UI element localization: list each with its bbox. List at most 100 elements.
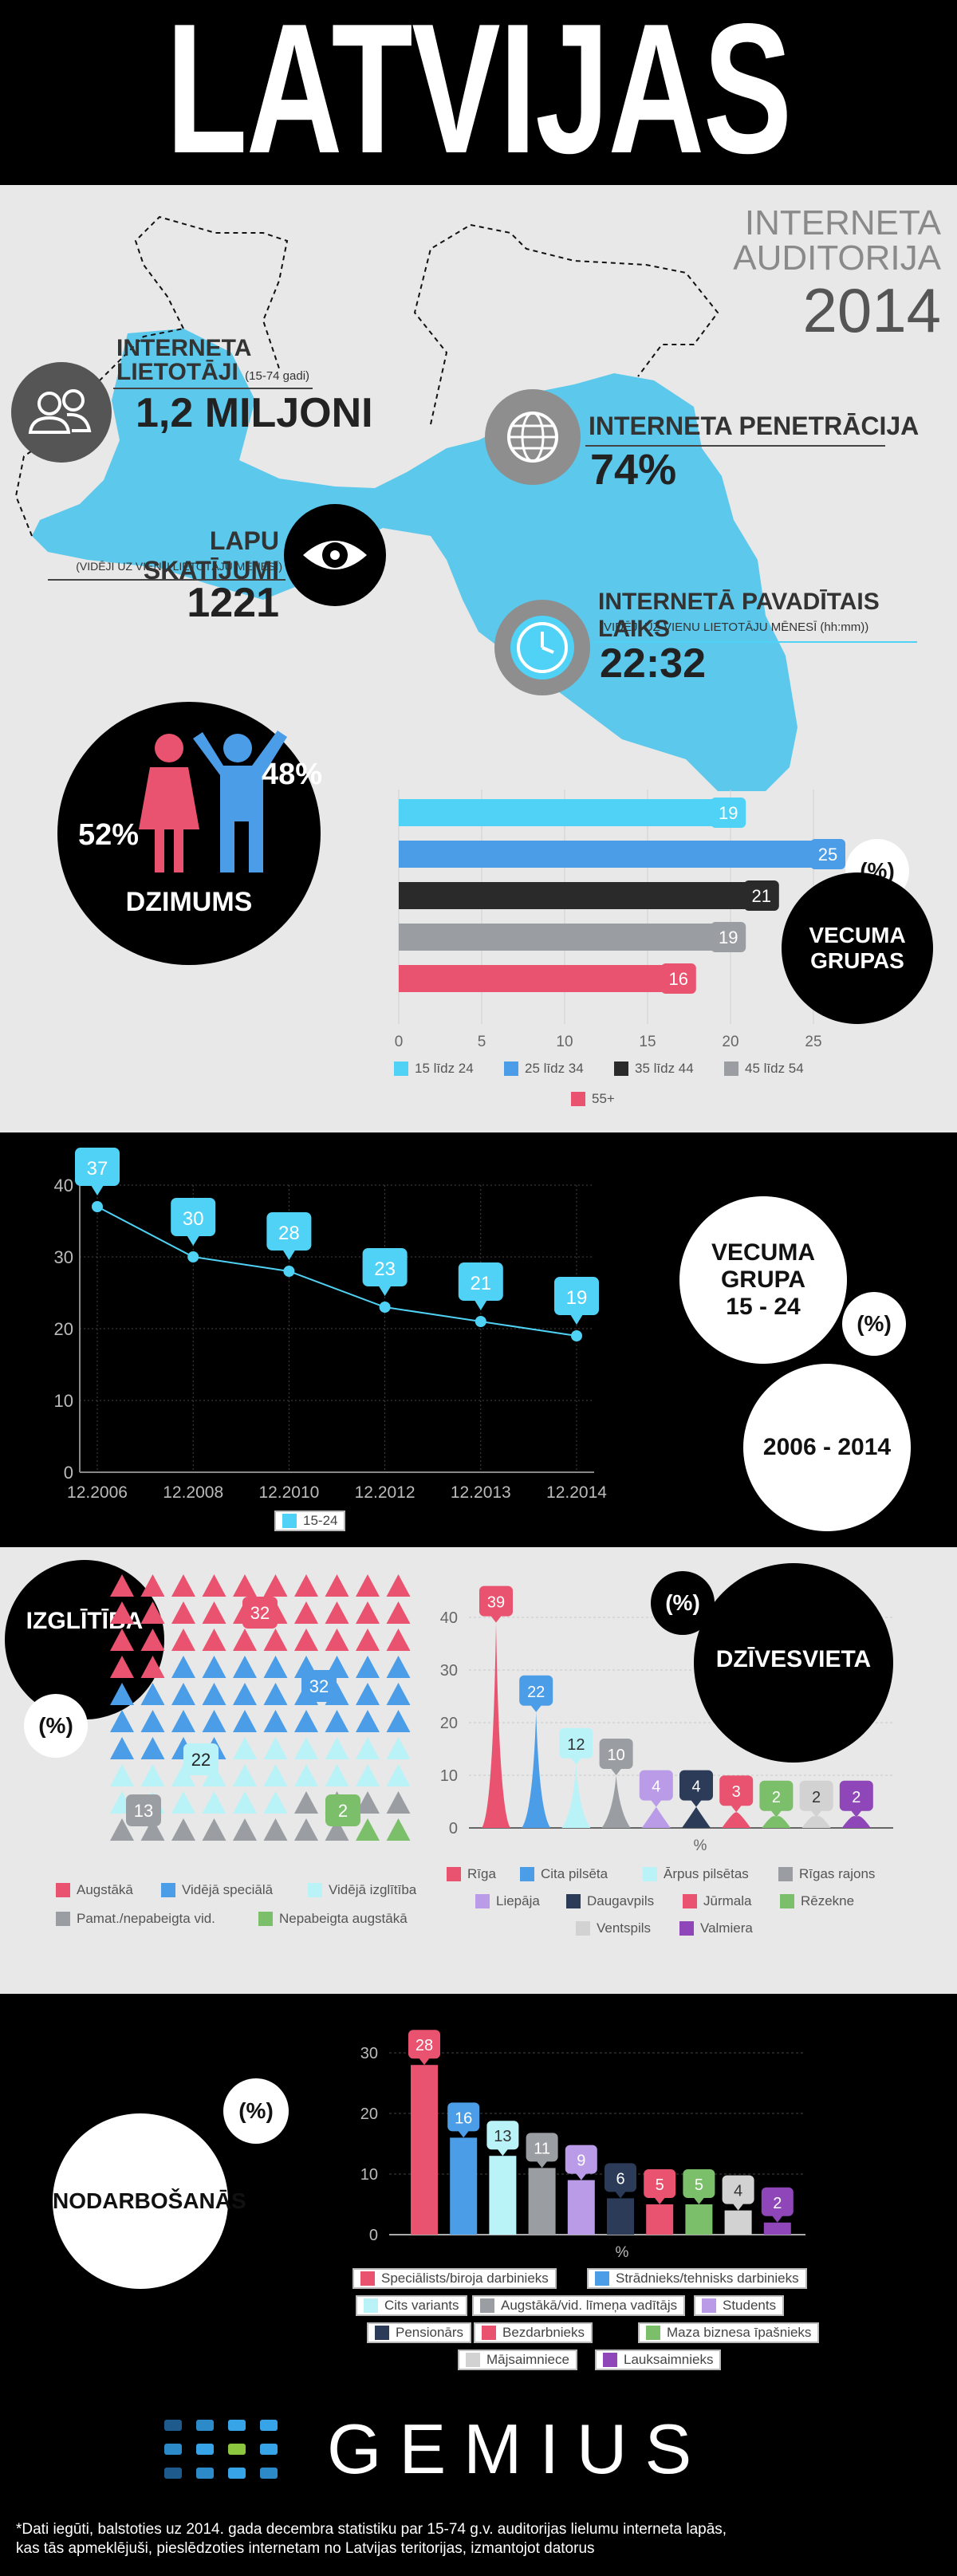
occupation-legend-item: Pensionārs (367, 2322, 472, 2343)
education-triangle (325, 1737, 349, 1759)
education-triangle (140, 1601, 165, 1624)
occupation-unit-circle: (%) (223, 2078, 289, 2144)
residence-legend-swatch (475, 1894, 490, 1908)
occupation-label-pointer (575, 2172, 587, 2180)
residence-label-pointer (530, 1704, 542, 1712)
residence-label-pointer (810, 1810, 822, 1818)
trend-label2: GRUPA (720, 1266, 806, 1293)
trend-unit-circle: (%) (842, 1292, 906, 1356)
education-triangle (140, 1629, 165, 1651)
residence-legend-swatch (780, 1894, 794, 1908)
residence-legend-label: Valmiera (700, 1920, 753, 1936)
map-border-north (413, 223, 719, 425)
education-triangle (386, 1601, 411, 1624)
residence-legend-item: Cita pilsēta (520, 1866, 608, 1882)
age-groups-circle: VECUMA GRUPAS (782, 872, 933, 1024)
trend-legend-label: 15-24 (303, 1513, 338, 1528)
occupation-y-tick: 10 (360, 2166, 378, 2184)
education-triangle (171, 1656, 195, 1678)
occupation-section: NODARBOŠANĀS (%) 0 10 20 30 28 16 13 11 9 6 5 5 4 2% … (0, 1994, 957, 2576)
education-triangle (386, 1574, 411, 1597)
audience-title-line1: INTERNETA (744, 203, 941, 242)
trend-label-bg (362, 1248, 408, 1286)
education-legend-item: Nepabeigta augstākā (258, 1911, 408, 1927)
occupation-data-label: 5 (656, 2176, 664, 2194)
trend-point (475, 1316, 486, 1327)
globe-circle (485, 389, 581, 485)
age-legend-swatch (504, 1062, 518, 1076)
residence-label-bg (599, 1739, 633, 1769)
education-triangle (386, 1629, 411, 1651)
occupation-x-label: % (616, 2244, 629, 2261)
education-triangle (233, 1710, 257, 1732)
age-legend-item: 45 līdz 54 (724, 1061, 804, 1077)
age-label-bg (743, 880, 779, 911)
age-label-bg (711, 798, 746, 828)
residence-label: DZĪVESVIETA (715, 1646, 872, 1672)
residence-legend-swatch (520, 1867, 534, 1881)
residence-spike-jurmala (722, 1812, 751, 1828)
residence-spike-rigas-rajons (601, 1775, 631, 1828)
education-triangle (171, 1764, 195, 1786)
occupation-data-label: 4 (734, 2183, 742, 2200)
education-triangle (294, 1737, 318, 1759)
logo-dot (260, 2444, 278, 2455)
occupation-legend-item: Maza biznesa īpašnieks (638, 2322, 820, 2343)
education-triangle (294, 1710, 318, 1732)
education-legend-swatch (56, 1883, 70, 1897)
residence-legend-label: Jūrmala (703, 1893, 752, 1908)
residence-data-label: 12 (567, 1736, 585, 1754)
users-label-line1: INTERNETA (116, 335, 252, 361)
education-triangle (110, 1764, 134, 1786)
logo-dot (228, 2468, 246, 2479)
education-triangle (202, 1656, 226, 1678)
residence-legend-item: Daugavpils (566, 1893, 654, 1909)
brand-name: GEMIUS (327, 2409, 710, 2488)
residence-label-bg (679, 1770, 713, 1801)
audience-title: INTERNETA AUDITORIJA 2014 (654, 206, 941, 345)
occupation-legend-item: Strādnieks/tehnisks darbinieks (587, 2268, 807, 2289)
education-triangle (294, 1818, 318, 1841)
time-label: INTERNETĀ PAVADĪTAIS LAIKS (598, 589, 880, 642)
occupation-y-tick: 30 (360, 2045, 378, 2062)
education-triangle (325, 1710, 349, 1732)
residence-unit-circle: (%) (651, 1571, 715, 1635)
education-triangle (110, 1574, 134, 1597)
occupation-legend-item: Speciālists/biroja darbinieks (352, 2268, 557, 2289)
education-triangle (356, 1791, 380, 1814)
education-triangle (356, 1656, 380, 1678)
education-triangle (294, 1574, 318, 1597)
residence-legend-label: Rīgas rajons (799, 1866, 876, 1881)
education-triangle (171, 1574, 195, 1597)
education-triangle (233, 1764, 257, 1786)
occupation-label-pointer (536, 2160, 548, 2168)
residence-spike-arpus-pilsetas (561, 1764, 591, 1828)
occupation-data-label: 16 (455, 2109, 472, 2127)
occupation-bar-cits-variants (489, 2156, 517, 2235)
trend-data-label: 21 (470, 1273, 491, 1294)
trend-x-tick: 12.2012 (355, 1483, 415, 1502)
occupation-label-bg (605, 2163, 636, 2192)
occupation-bar-bezdarbnieks (646, 2204, 674, 2235)
clock-circle (494, 600, 590, 695)
occupation-label-pointer (654, 2197, 666, 2204)
education-triangle (263, 1629, 288, 1651)
residence-legend-swatch (566, 1894, 581, 1908)
occupation-label-bg (526, 2133, 558, 2162)
education-triangle (325, 1574, 349, 1597)
trend-label-pointer (282, 1250, 296, 1260)
age-bar-55 (399, 965, 664, 992)
trend-data-label: 37 (87, 1158, 108, 1180)
education-triangle (202, 1574, 226, 1597)
age-bar-15-lidz-24 (399, 799, 715, 826)
education-triangle (202, 1683, 226, 1705)
education-triangle (386, 1818, 411, 1841)
residence-spike-ventspils (801, 1816, 831, 1828)
audience-section: INTERNETA AUDITORIJA 2014 INTERNETA LIET… (0, 185, 957, 1132)
occupation-bar-pensionars (607, 2198, 634, 2235)
residence-spike-valmiera (841, 1816, 871, 1828)
residence-legend-swatch (576, 1921, 590, 1936)
trend-label-bg (75, 1148, 120, 1186)
occupation-legend-swatch (375, 2326, 389, 2340)
